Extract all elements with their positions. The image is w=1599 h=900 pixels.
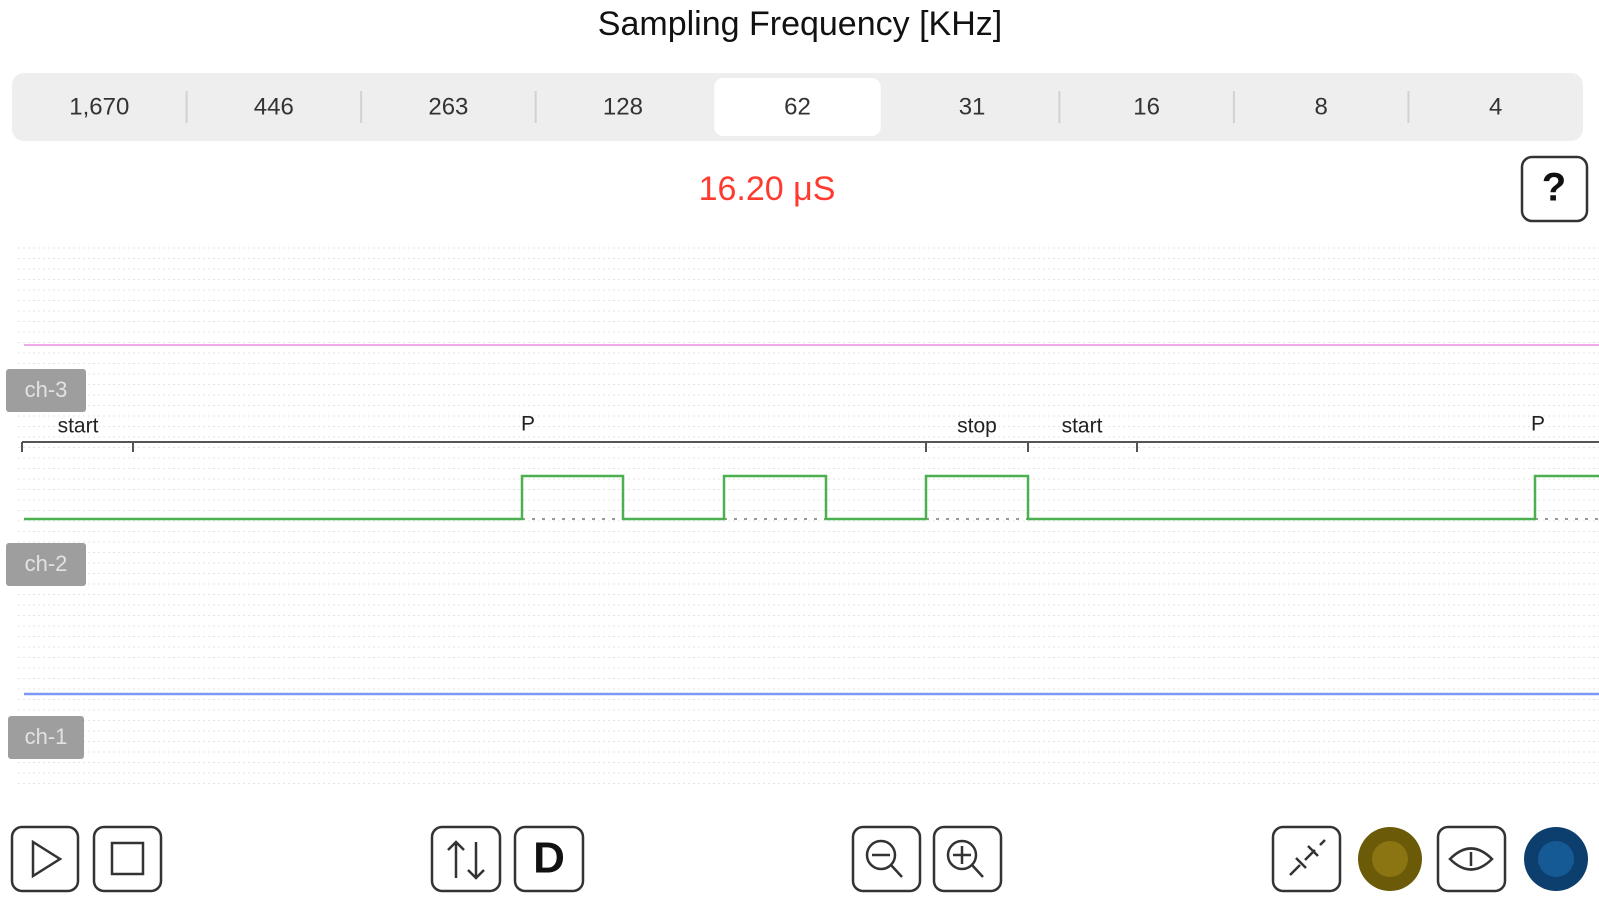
segment-label: 1,670: [69, 93, 129, 120]
channel-badge: [8, 716, 84, 759]
segment-label: 62: [784, 93, 811, 120]
swap-button[interactable]: [430, 825, 502, 893]
annotation: start: [1062, 415, 1103, 438]
segment[interactable]: 4: [1407, 91, 1502, 123]
channel-labels: ch-3 ch-2 ch-1: [6, 369, 86, 759]
segment-label: 31: [959, 93, 986, 120]
annotation: start: [58, 415, 99, 438]
decoder-axis: [21, 441, 1599, 452]
segment-label: 16: [1133, 93, 1160, 120]
zoom-in-button[interactable]: [932, 825, 1003, 893]
segment-selected: [714, 78, 881, 136]
trace-grid: [18, 247, 1599, 784]
segments: 1,670 446 263 128 62 31 16 8 4: [69, 78, 1502, 136]
segment[interactable]: 128: [534, 91, 643, 123]
channel-label: ch-1: [25, 724, 68, 749]
segment-label: 128: [603, 93, 643, 120]
help-label: ?: [1542, 166, 1566, 210]
segment[interactable]: 8: [1232, 91, 1328, 123]
channel-badge: [6, 369, 86, 412]
waveform: [24, 474, 1599, 521]
title: Sampling Frequency [KHz]: [598, 5, 1002, 43]
digital-label: D: [533, 834, 565, 883]
zoom-out-button[interactable]: [851, 825, 922, 893]
period-readout: 16.20 μS: [699, 170, 836, 208]
annotation: P: [1531, 413, 1545, 436]
play-button[interactable]: [10, 825, 80, 893]
annotation: P: [521, 413, 535, 436]
channel-label: ch-3: [25, 377, 68, 402]
channel-label: ch-2: [25, 551, 68, 576]
annotation: stop: [957, 415, 997, 438]
segment[interactable]: 1,670: [69, 93, 129, 120]
toolbar: D: [10, 825, 1588, 893]
segment[interactable]: 31: [959, 93, 986, 120]
segment[interactable]: 446: [185, 91, 294, 123]
segment-label: 4: [1489, 93, 1502, 120]
protocol-decoder: start P stop start P: [21, 413, 1599, 452]
digital-button[interactable]: D: [513, 825, 585, 893]
segment[interactable]: 263: [360, 91, 468, 123]
help-button[interactable]: ?: [1520, 155, 1589, 223]
segment-label: 8: [1314, 93, 1327, 120]
segment-label: 263: [428, 93, 468, 120]
trigger-high-button[interactable]: [1358, 827, 1422, 891]
view-button[interactable]: [1436, 825, 1507, 893]
segment[interactable]: 62: [714, 78, 881, 136]
segment[interactable]: 16: [1058, 91, 1160, 123]
channel-badge: [6, 543, 86, 586]
segment-label: 446: [254, 93, 294, 120]
link-button[interactable]: [1271, 825, 1342, 893]
stop-button[interactable]: [92, 825, 163, 893]
trigger-low-button[interactable]: [1524, 827, 1588, 891]
